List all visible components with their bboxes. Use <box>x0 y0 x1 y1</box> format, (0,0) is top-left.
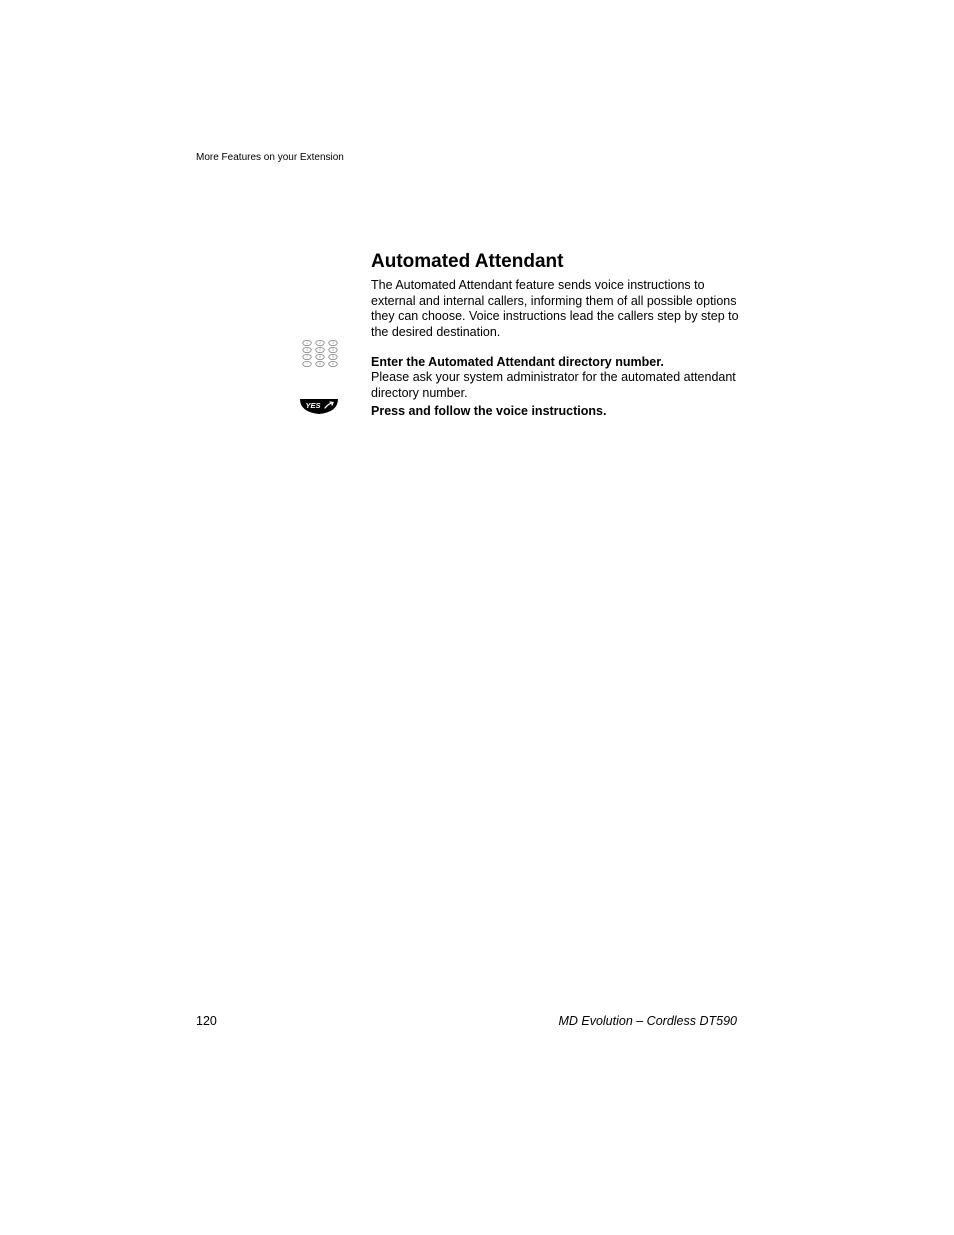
running-header: More Features on your Extension <box>196 152 344 163</box>
svg-text:2: 2 <box>318 341 321 345</box>
page-number: 120 <box>196 1014 217 1028</box>
svg-text:7: 7 <box>306 355 308 359</box>
document-page: More Features on your Extension Automate… <box>0 0 954 1235</box>
svg-text:8: 8 <box>319 355 321 359</box>
svg-text:1: 1 <box>306 341 308 345</box>
step-1-instruction: Enter the Automated Attendant directory … <box>371 355 664 369</box>
svg-text:3: 3 <box>332 341 334 345</box>
keypad-icon: 1 2 3 4 5 6 7 8 9 * 0 # <box>300 339 340 369</box>
yes-button-icon: YES <box>298 399 340 417</box>
svg-text:9: 9 <box>332 355 334 359</box>
svg-text:*: * <box>306 362 308 366</box>
svg-text:5: 5 <box>319 348 321 352</box>
section-title: Automated Attendant <box>371 251 563 273</box>
section-intro: The Automated Attendant feature sends vo… <box>371 278 741 341</box>
svg-text:4: 4 <box>306 348 308 352</box>
svg-text:6: 6 <box>332 348 334 352</box>
svg-text:0: 0 <box>319 362 321 366</box>
step-1-body: Please ask your system administrator for… <box>371 370 751 401</box>
step-2-instruction: Press and follow the voice instructions. <box>371 404 606 418</box>
footer-doc-title: MD Evolution – Cordless DT590 <box>558 1014 737 1028</box>
yes-label: YES <box>305 401 320 410</box>
svg-text:#: # <box>332 362 334 366</box>
